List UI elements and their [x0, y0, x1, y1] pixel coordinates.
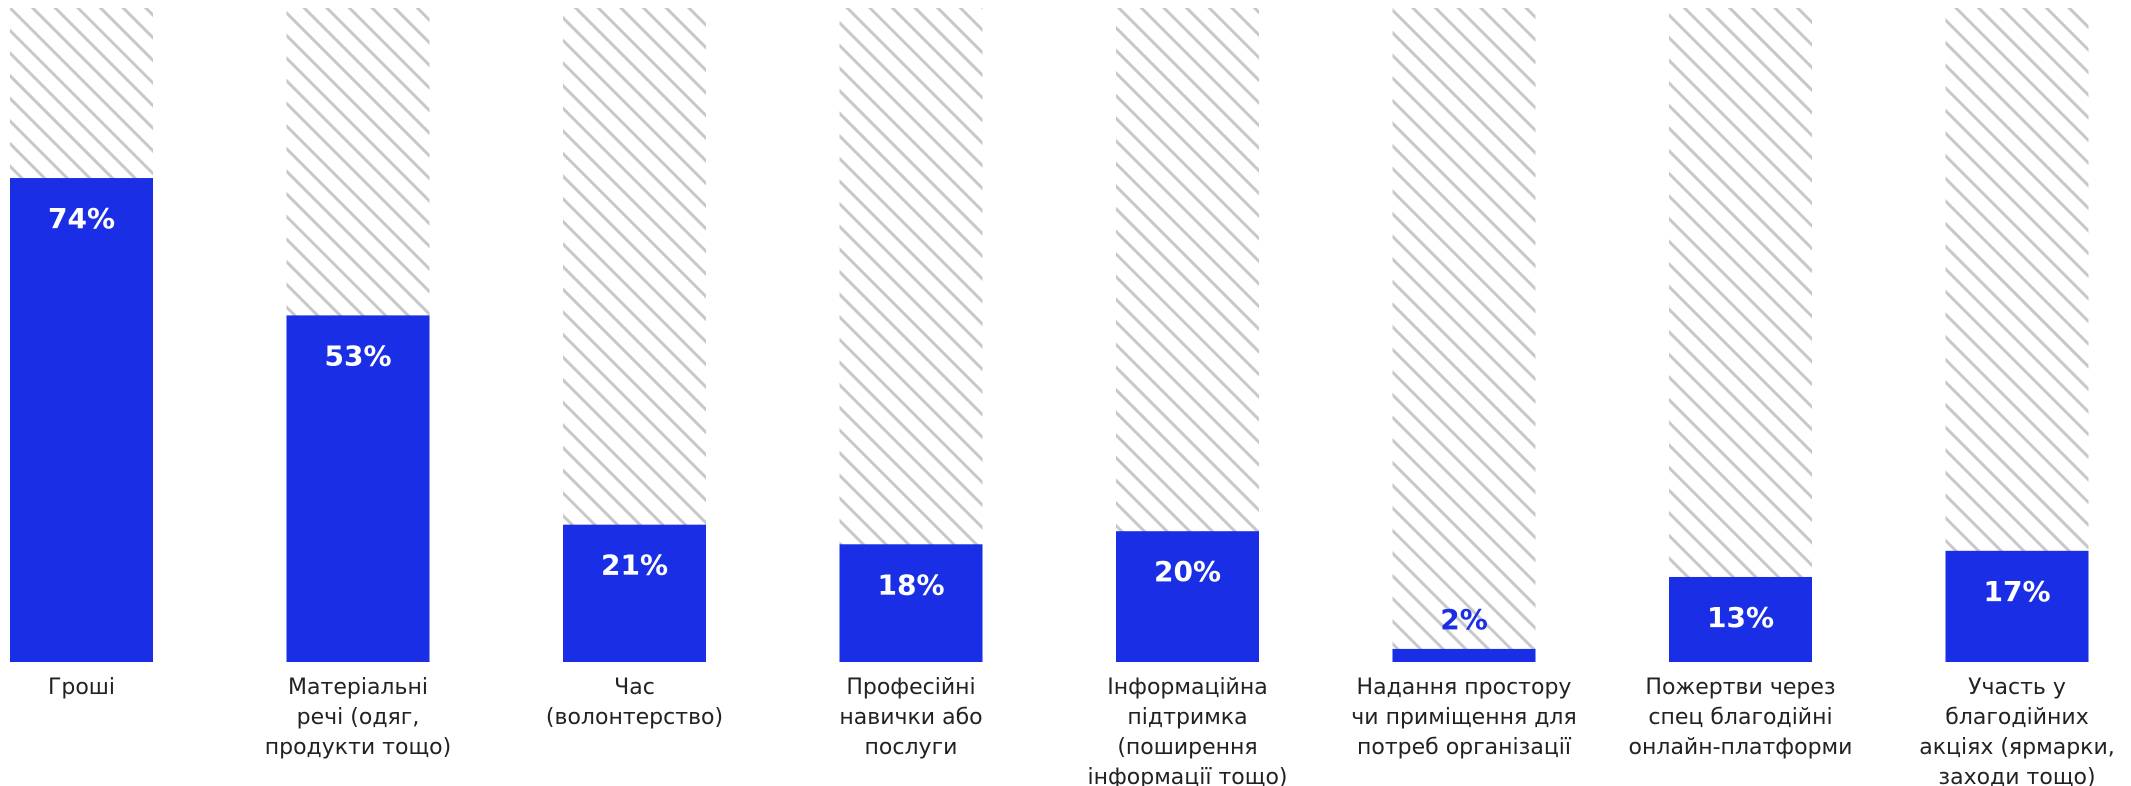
category-label: Інформаційна підтримка (поширення інформаці… [1087, 675, 1287, 786]
bar [1116, 531, 1259, 662]
value-label: 17% [1983, 575, 2050, 608]
category-label: Час (волонтерство) [546, 675, 723, 730]
value-label: 53% [324, 339, 391, 372]
bar [10, 178, 153, 663]
bar [1669, 576, 1812, 662]
category-label: Гроші [48, 675, 115, 700]
value-label: 2% [1440, 603, 1488, 636]
bar [563, 524, 706, 662]
value-label: 13% [1707, 601, 1774, 634]
bar [286, 315, 430, 662]
value-label: 21% [601, 549, 668, 582]
bar [1945, 550, 2089, 662]
category-label: Матеріальні речі (одяг, продукти тощо) [265, 675, 451, 760]
bar [1392, 648, 1536, 662]
bar [839, 544, 983, 662]
value-label: 74% [48, 202, 115, 235]
category-label: Участь у благодійних акціях (ярмарки, заход… [1919, 675, 2115, 786]
category-label: Надання простору чи приміщення для потреб … [1351, 675, 1576, 760]
bar-track [1669, 8, 1812, 662]
value-label: 18% [877, 568, 944, 601]
category-label: Пожертви через спец благодійні онлайн-плат… [1629, 675, 1853, 760]
category-label: Професійні навички або послуги [839, 675, 982, 760]
value-label: 20% [1154, 555, 1221, 588]
bar-track [1392, 8, 1536, 662]
